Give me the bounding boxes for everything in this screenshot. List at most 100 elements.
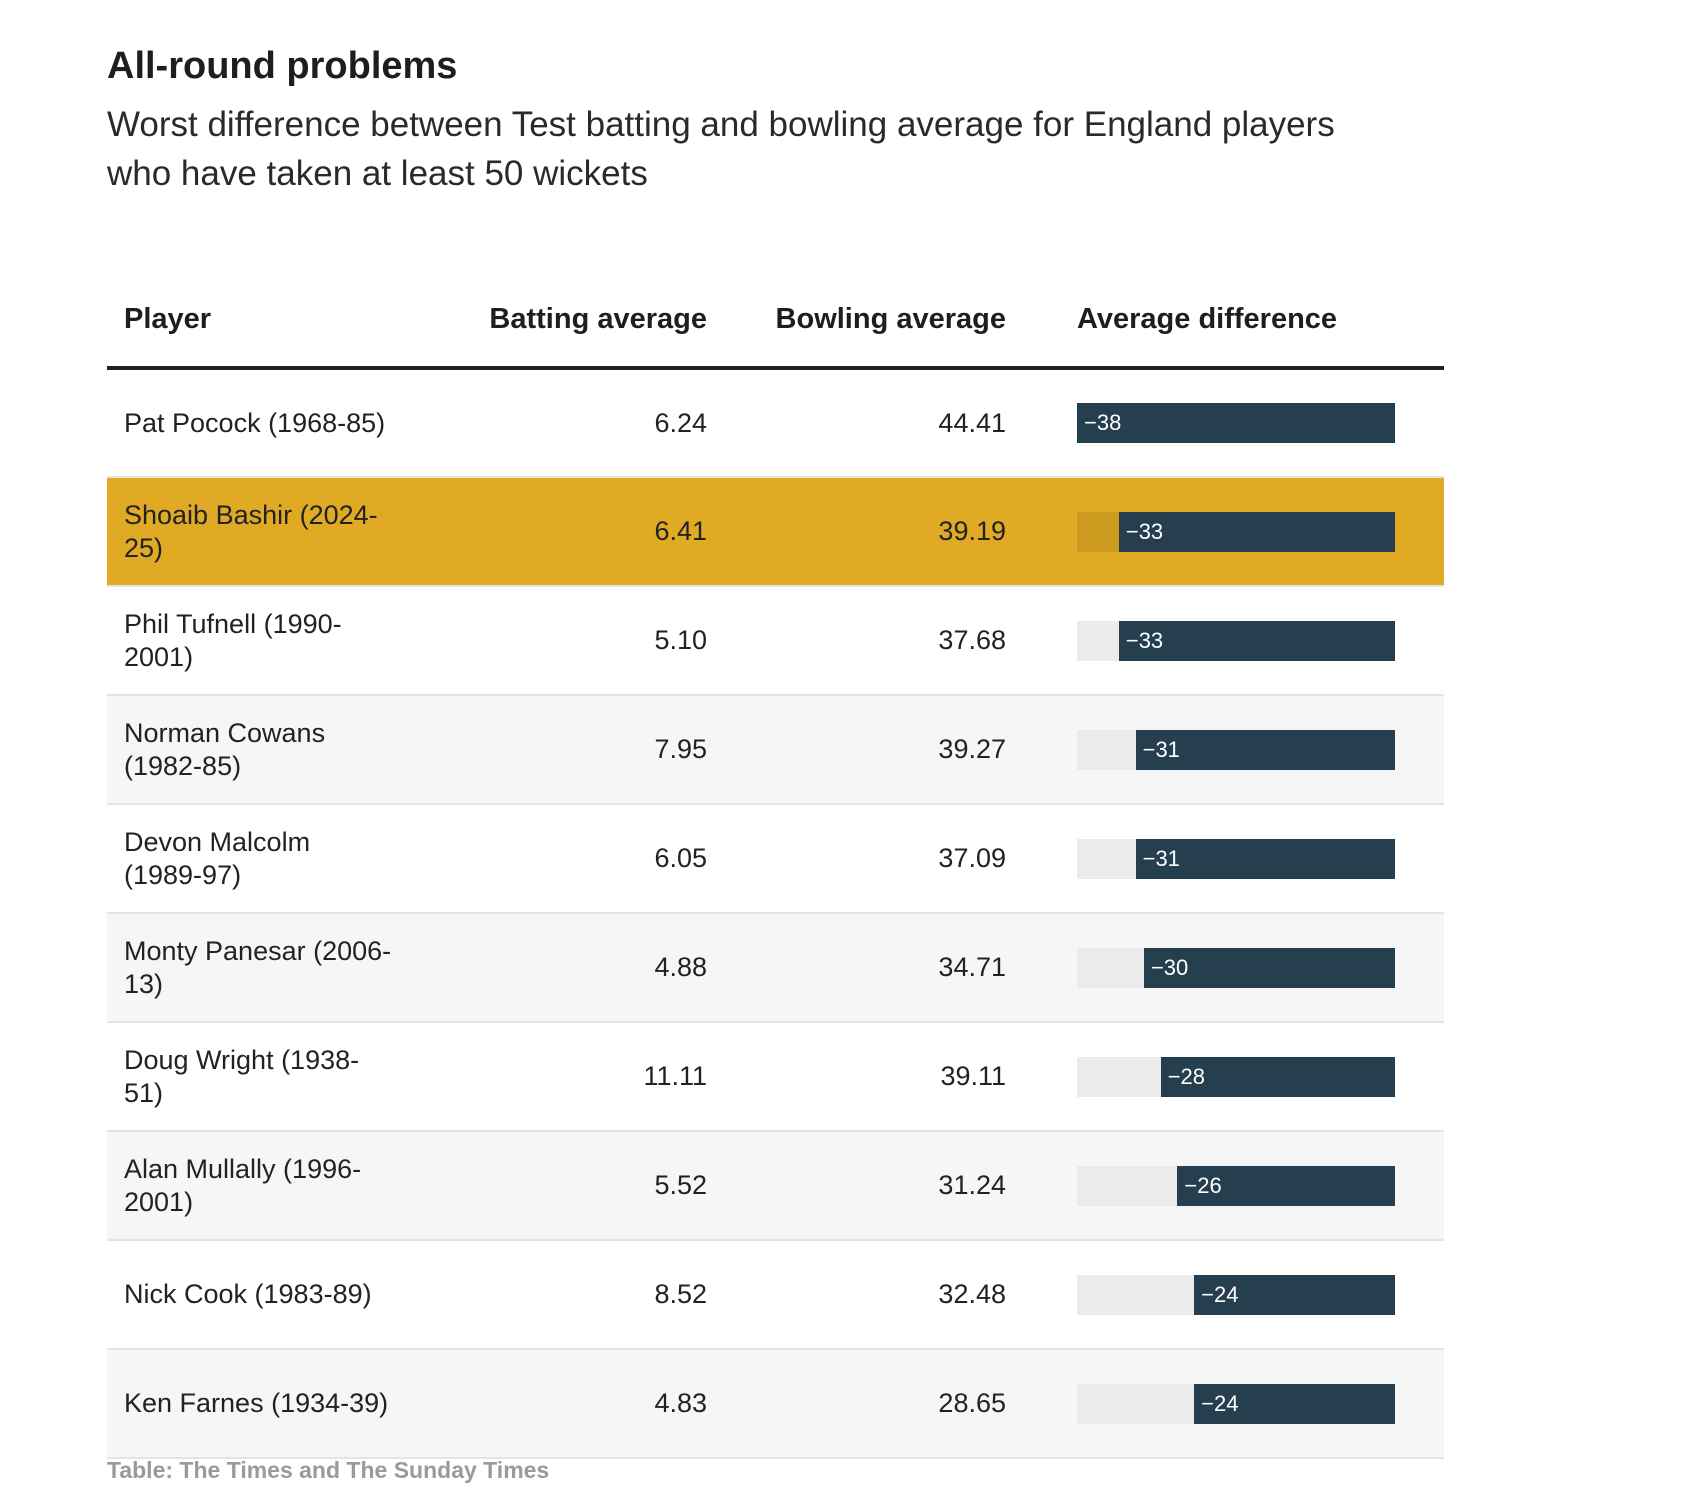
player-name: Devon Malcolm (1989-97): [124, 826, 311, 890]
difference-bar: −31: [1135, 729, 1395, 770]
difference-bar-track: −28: [1077, 1056, 1395, 1097]
average-difference-cell: −24: [1006, 1240, 1444, 1350]
batting-average-cell: 4.88: [417, 913, 707, 1023]
difference-bar: −33: [1118, 620, 1395, 661]
average-difference-cell: −31: [1006, 695, 1444, 805]
difference-bar-track: −38: [1077, 403, 1395, 443]
table-body: Pat Pocock (1968-85) 6.24 44.41 −38 Shoaib B…: [107, 368, 1444, 1459]
difference-bar-track: −31: [1077, 729, 1395, 770]
player-name: Shoaib Bashir (2024-25): [124, 499, 378, 563]
bowling-average-cell: 39.27: [707, 695, 1006, 805]
average-difference-cell: −33: [1006, 586, 1444, 696]
table-row: Shoaib Bashir (2024-25) 6.41 39.19 −33: [107, 477, 1444, 587]
bowling-average-cell: 28.65: [707, 1349, 1006, 1459]
player-cell: Alan Mullally (1996-2001): [107, 1131, 417, 1241]
difference-bar: −26: [1177, 1165, 1395, 1206]
table-row: Alan Mullally (1996-2001) 5.52 31.24 −26: [107, 1131, 1444, 1241]
column-header-player: Player: [107, 272, 417, 370]
player-cell: Doug Wright (1938-51): [107, 1022, 417, 1132]
header-row: Player Batting average Bowling average A…: [107, 272, 1444, 370]
batting-average-cell: 4.83: [417, 1349, 707, 1459]
bowling-average-cell: 37.09: [707, 804, 1006, 914]
difference-label: −33: [1125, 518, 1164, 544]
batting-average-cell: 11.11: [417, 1022, 707, 1132]
batting-average-cell: 6.24: [417, 368, 707, 478]
bowling-average-cell: 44.41: [707, 368, 1006, 478]
batting-average-cell: 6.05: [417, 804, 707, 914]
chart-title: All-round problems: [107, 45, 458, 87]
difference-label: −24: [1201, 1390, 1239, 1416]
batting-average-cell: 6.41: [417, 477, 707, 587]
player-name: Nick Cook (1983-89): [124, 1279, 372, 1309]
difference-bar: −30: [1143, 947, 1395, 988]
difference-bar-track: −26: [1077, 1165, 1395, 1206]
player-name: Phil Tufnell (1990-2001): [124, 608, 342, 672]
difference-label: −24: [1201, 1281, 1239, 1307]
difference-bar: −33: [1118, 511, 1395, 552]
difference-bar-track: −30: [1077, 947, 1395, 988]
batting-average-cell: 8.52: [417, 1240, 707, 1350]
bowling-average-cell: 37.68: [707, 586, 1006, 696]
difference-bar: −24: [1194, 1383, 1395, 1424]
chart-subtitle: Worst difference between Test batting an…: [107, 105, 1335, 193]
average-difference-cell: −26: [1006, 1131, 1444, 1241]
difference-label: −28: [1167, 1063, 1206, 1089]
player-name: Doug Wright (1938-51): [124, 1044, 360, 1108]
bowling-average-cell: 39.19: [707, 477, 1006, 587]
bowling-average-cell: 34.71: [707, 913, 1006, 1023]
difference-label: −33: [1125, 627, 1164, 653]
column-header-batting-average: Batting average: [417, 272, 707, 370]
table-row: Pat Pocock (1968-85) 6.24 44.41 −38: [107, 368, 1444, 478]
difference-label: −31: [1142, 845, 1180, 871]
difference-bar: −38: [1077, 403, 1395, 443]
table-row: Doug Wright (1938-51) 11.11 39.11 −28: [107, 1022, 1444, 1132]
difference-label: −30: [1150, 954, 1189, 980]
chart-container: All-round problems Worst difference betw…: [107, 40, 1444, 1459]
table-row: Devon Malcolm (1989-97) 6.05 37.09 −31: [107, 804, 1444, 914]
difference-bar-track: −31: [1077, 838, 1395, 879]
difference-bar-track: −33: [1077, 511, 1395, 552]
difference-bar: −24: [1194, 1274, 1395, 1315]
difference-bar-track: −24: [1077, 1383, 1395, 1424]
average-difference-cell: −24: [1006, 1349, 1444, 1459]
player-name: Ken Farnes (1934-39): [124, 1388, 389, 1418]
player-name: Alan Mullally (1996-2001): [124, 1153, 362, 1217]
difference-label: −26: [1184, 1172, 1222, 1198]
batting-average-cell: 5.10: [417, 586, 707, 696]
source-note: Table: The Times and The Sunday Times: [107, 1457, 550, 1483]
player-cell: Nick Cook (1983-89): [107, 1240, 417, 1350]
player-cell: Pat Pocock (1968-85): [107, 368, 417, 478]
difference-bar: −31: [1135, 838, 1395, 879]
difference-bar-track: −33: [1077, 620, 1395, 661]
player-name: Monty Panesar (2006-13): [124, 935, 392, 999]
difference-label: −38: [1084, 410, 1122, 435]
column-header-average-difference: Average difference: [1006, 272, 1444, 370]
table-row: Phil Tufnell (1990-2001) 5.10 37.68 −33: [107, 586, 1444, 696]
table-row: Norman Cowans (1982-85) 7.95 39.27 −31: [107, 695, 1444, 805]
batting-average-cell: 7.95: [417, 695, 707, 805]
average-difference-cell: −30: [1006, 913, 1444, 1023]
table-row: Ken Farnes (1934-39) 4.83 28.65 −24: [107, 1349, 1444, 1459]
bowling-average-cell: 32.48: [707, 1240, 1006, 1350]
player-cell: Phil Tufnell (1990-2001): [107, 586, 417, 696]
player-cell: Monty Panesar (2006-13): [107, 913, 417, 1023]
average-difference-cell: −33: [1006, 477, 1444, 587]
difference-bar: −28: [1160, 1056, 1395, 1097]
player-cell: Shoaib Bashir (2024-25): [107, 477, 417, 587]
bowling-average-cell: 39.11: [707, 1022, 1006, 1132]
average-difference-cell: −28: [1006, 1022, 1444, 1132]
table-row: Nick Cook (1983-89) 8.52 32.48 −24: [107, 1240, 1444, 1350]
batting-average-cell: 5.52: [417, 1131, 707, 1241]
average-difference-cell: −31: [1006, 804, 1444, 914]
bowling-average-cell: 31.24: [707, 1131, 1006, 1241]
data-table: Player Batting average Bowling average A…: [107, 272, 1444, 1459]
difference-label: −31: [1142, 736, 1180, 762]
player-cell: Devon Malcolm (1989-97): [107, 804, 417, 914]
difference-bar-track: −24: [1077, 1274, 1395, 1315]
table-row: Monty Panesar (2006-13) 4.88 34.71 −30: [107, 913, 1444, 1023]
player-cell: Ken Farnes (1934-39): [107, 1349, 417, 1459]
average-difference-cell: −38: [1006, 368, 1444, 478]
player-name: Norman Cowans (1982-85): [124, 717, 326, 781]
player-cell: Norman Cowans (1982-85): [107, 695, 417, 805]
column-header-bowling-average: Bowling average: [707, 272, 1006, 370]
